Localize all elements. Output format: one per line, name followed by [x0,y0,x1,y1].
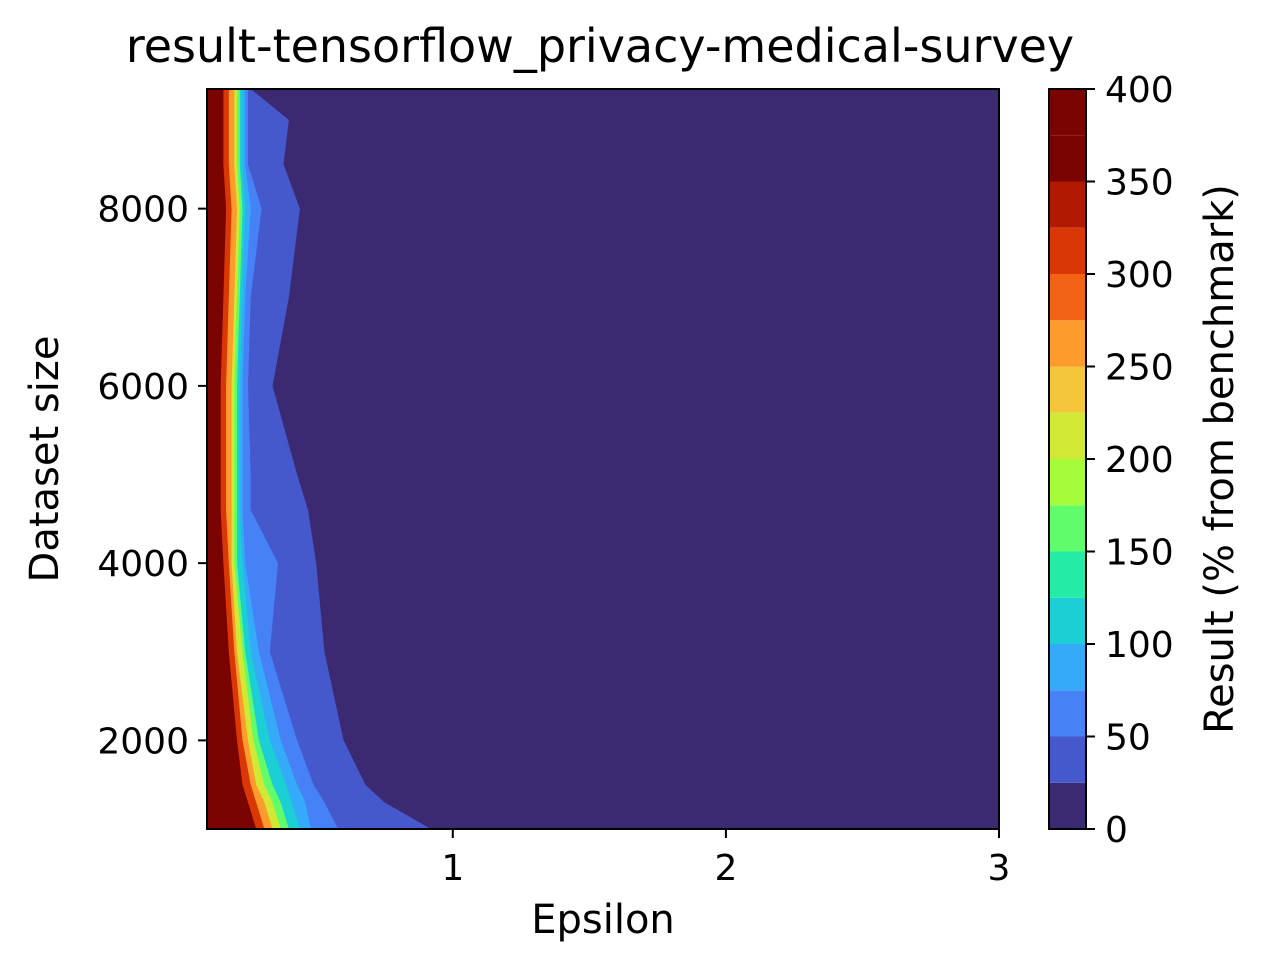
colorbar-tick-label: 350 [1105,163,1174,204]
colorbar-segment [1049,459,1086,506]
colorbar-tick-label: 300 [1105,255,1174,296]
colorbar-segment [1049,366,1086,413]
colorbar-label: Result (% from benchmark) [1197,184,1243,734]
plot-frame [206,88,1000,830]
colorbar-segment [1049,597,1086,644]
colorbar-tick-label: 200 [1105,440,1174,481]
chart-title: result-tensorflow_privacy-medical-survey [126,19,1074,73]
colorbar-tick-label: 0 [1105,810,1128,851]
contour-band-0 [207,89,999,829]
y-tick-label: 8000 [97,190,189,231]
colorbar-segment [1049,505,1086,552]
colorbar-segment [1049,320,1086,367]
colorbar-segment [1049,644,1086,691]
y-tick-label: 2000 [97,721,189,762]
colorbar-segment [1049,181,1086,228]
colorbar-segment [1049,412,1086,459]
x-tick-label: 2 [714,848,737,889]
colorbar-segment [1049,736,1086,783]
colorbar [1049,89,1086,829]
colorbar-segment [1049,690,1086,737]
contour-band-350 [207,89,257,829]
colorbar-tick-label: 150 [1105,533,1174,574]
y-axis: 2000 4000 6000 8000 [97,190,207,762]
colorbar-tick-label: 100 [1105,625,1174,666]
colorbar-segment [1049,274,1086,321]
colorbar-segment [1049,89,1086,136]
y-tick-label: 4000 [97,544,189,585]
colorbar-segment [1049,227,1086,274]
x-axis: 1 2 3 [441,829,1010,889]
colorbar-tick-label: 250 [1105,348,1174,389]
colorbar-segment [1049,135,1086,182]
y-tick-label: 6000 [97,367,189,408]
plot-area [207,89,999,829]
colorbar-segment [1049,551,1086,598]
colorbar-tick-label: 400 [1105,70,1174,111]
colorbar-axis: 0 50 100 150 200 250 300 350 400 [1086,70,1174,851]
x-tick-label: 1 [441,848,464,889]
x-axis-label: Epsilon [531,897,675,943]
colorbar-segment [1049,782,1086,829]
contour-band-375 [207,89,240,829]
colorbar-tick-label: 50 [1105,718,1151,759]
x-tick-label: 3 [988,848,1011,889]
y-axis-label: Dataset size [22,336,68,583]
